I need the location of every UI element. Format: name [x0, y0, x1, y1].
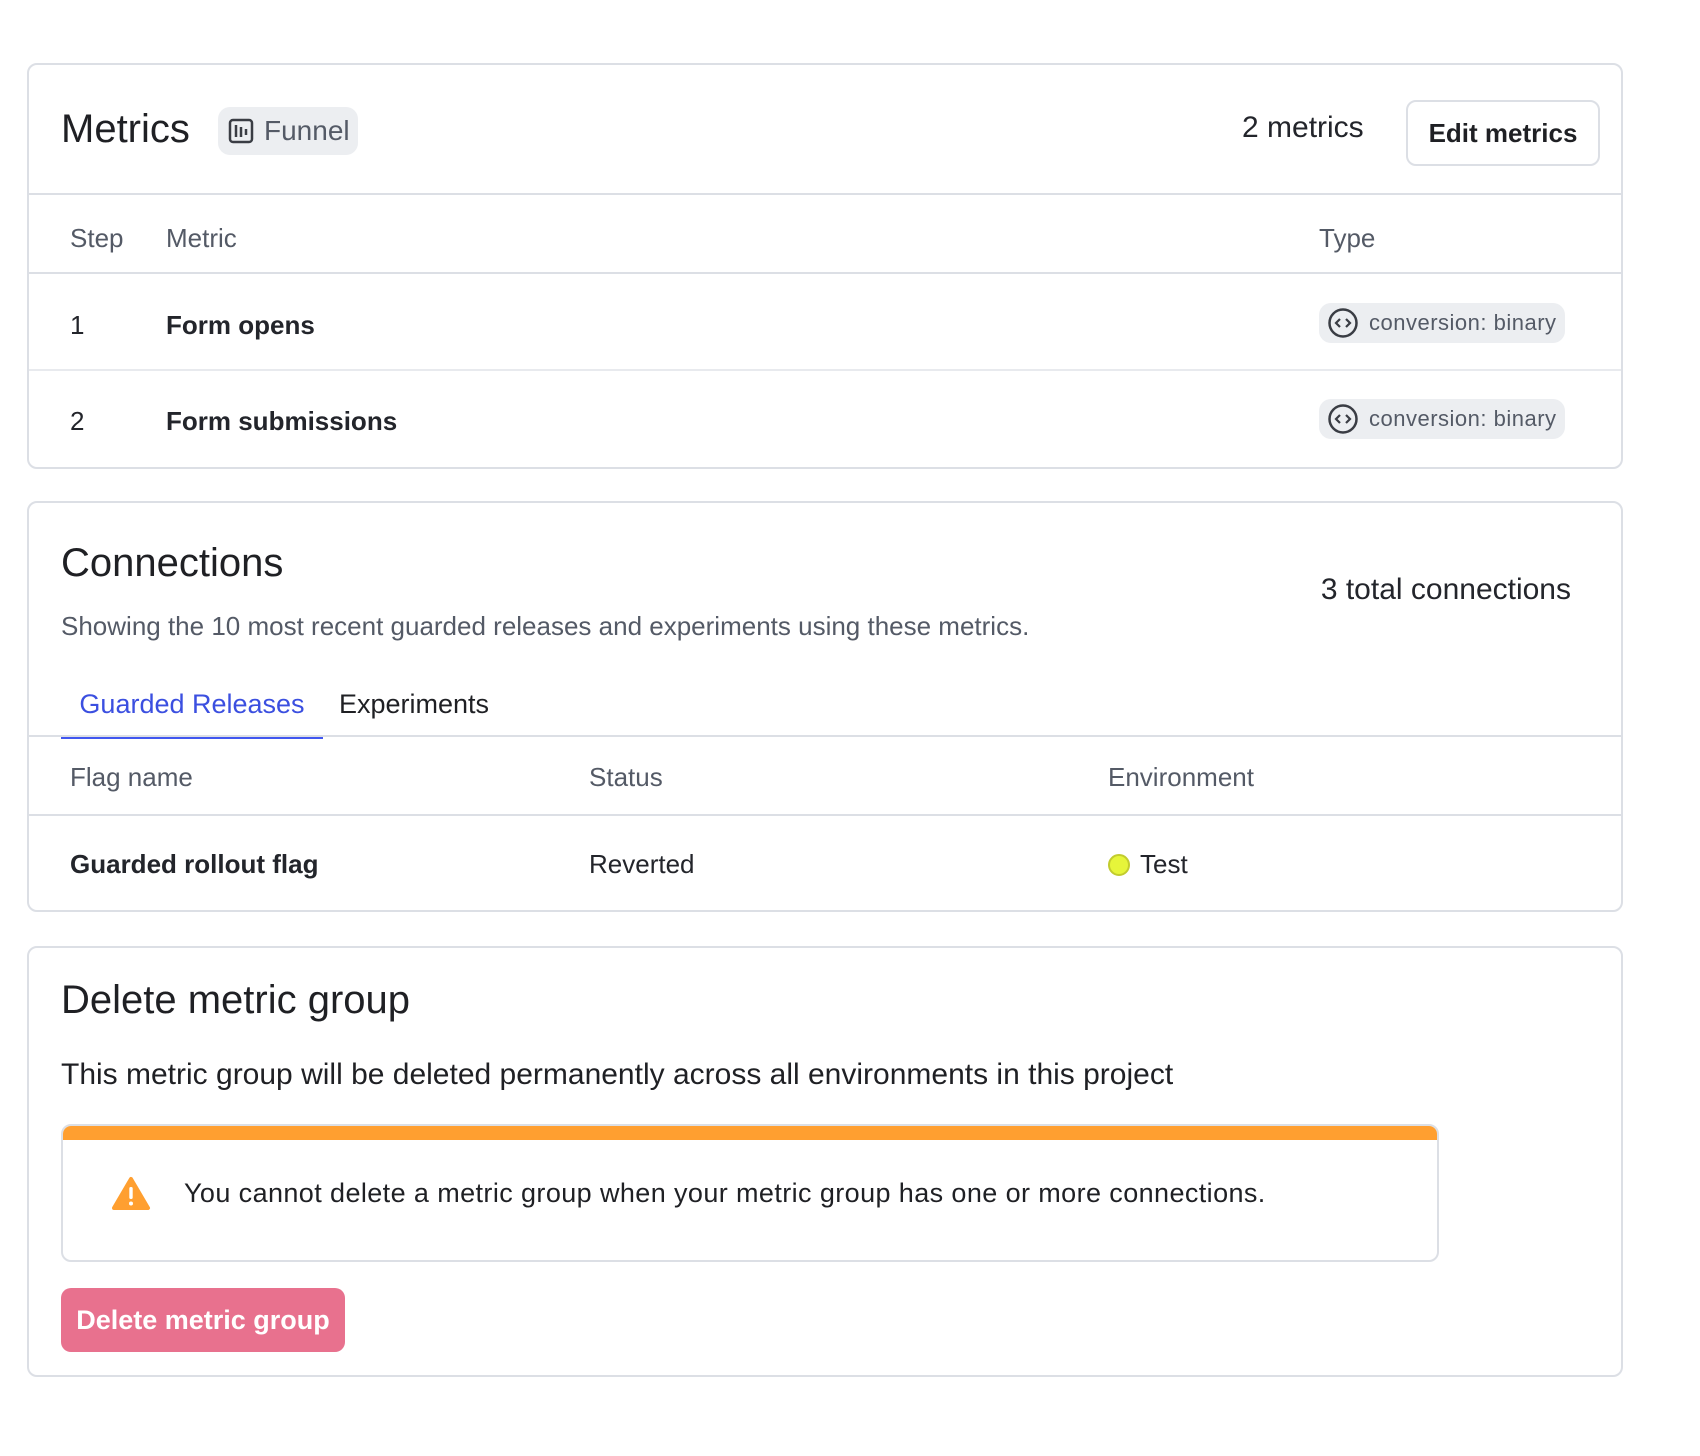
metrics-title: Metrics [61, 107, 190, 151]
warning-text: You cannot delete a metric group when yo… [184, 1178, 1266, 1208]
connections-title: Connections [61, 541, 284, 585]
tab-label: Guarded Releases [79, 689, 305, 719]
environment-color-dot [1108, 853, 1130, 876]
environment: Test [1108, 849, 1188, 880]
flag-name-link[interactable]: Guarded rollout flag [70, 849, 319, 879]
delete-title: Delete metric group [61, 978, 411, 1022]
divider [29, 272, 1621, 274]
total-connections: 3 total connections [1320, 573, 1571, 606]
delete-metric-group-button[interactable]: Delete metric group [61, 1288, 345, 1352]
column-header-status: Status [589, 762, 663, 792]
step-number: 1 [70, 310, 85, 340]
metric-name[interactable]: Form submissions [166, 406, 398, 436]
type-badge: conversion: binary [1319, 303, 1565, 343]
warning-callout: You cannot delete a metric group when yo… [61, 1124, 1439, 1262]
code-circle-icon [1328, 404, 1358, 434]
funnel-badge: Funnel [218, 107, 358, 155]
edit-metrics-button[interactable]: Edit metrics [1406, 100, 1600, 166]
connections-subtitle: Showing the 10 most recent guarded relea… [61, 611, 1030, 641]
divider [29, 814, 1621, 816]
divider [29, 735, 1621, 737]
tab-experiments[interactable]: Experiments [339, 689, 489, 735]
status-text: Reverted [589, 849, 695, 879]
environment-name: Test [1140, 849, 1188, 879]
step-number: 2 [70, 406, 85, 436]
type-badge-label: conversion: binary [1369, 406, 1557, 431]
divider [29, 193, 1621, 195]
type-badge-label: conversion: binary [1369, 310, 1557, 335]
metrics-card: Metrics Funnel 2 metrics Edit metrics St… [27, 63, 1623, 469]
warning-triangle-icon [112, 1177, 150, 1210]
column-header-environment: Environment [1108, 762, 1254, 792]
code-circle-icon [1328, 308, 1358, 338]
funnel-badge-label: Funnel [264, 115, 350, 146]
tab-label: Experiments [339, 689, 490, 719]
column-header-step: Step [70, 223, 124, 253]
column-header-type: Type [1319, 223, 1376, 253]
metrics-count: 2 metrics [1242, 111, 1364, 144]
column-header-flag-name: Flag name [70, 762, 193, 792]
delete-card: Delete metric group This metric group wi… [27, 946, 1623, 1377]
metric-name[interactable]: Form opens [166, 310, 315, 340]
tab-guarded-releases[interactable]: Guarded Releases [61, 689, 323, 739]
column-header-metric: Metric [166, 223, 237, 253]
connections-card: Connections Showing the 10 most recent g… [27, 501, 1623, 912]
divider [29, 369, 1621, 371]
delete-description: This metric group will be deleted perman… [61, 1058, 1174, 1091]
type-badge: conversion: binary [1319, 399, 1565, 439]
funnel-chart-icon [228, 118, 254, 144]
